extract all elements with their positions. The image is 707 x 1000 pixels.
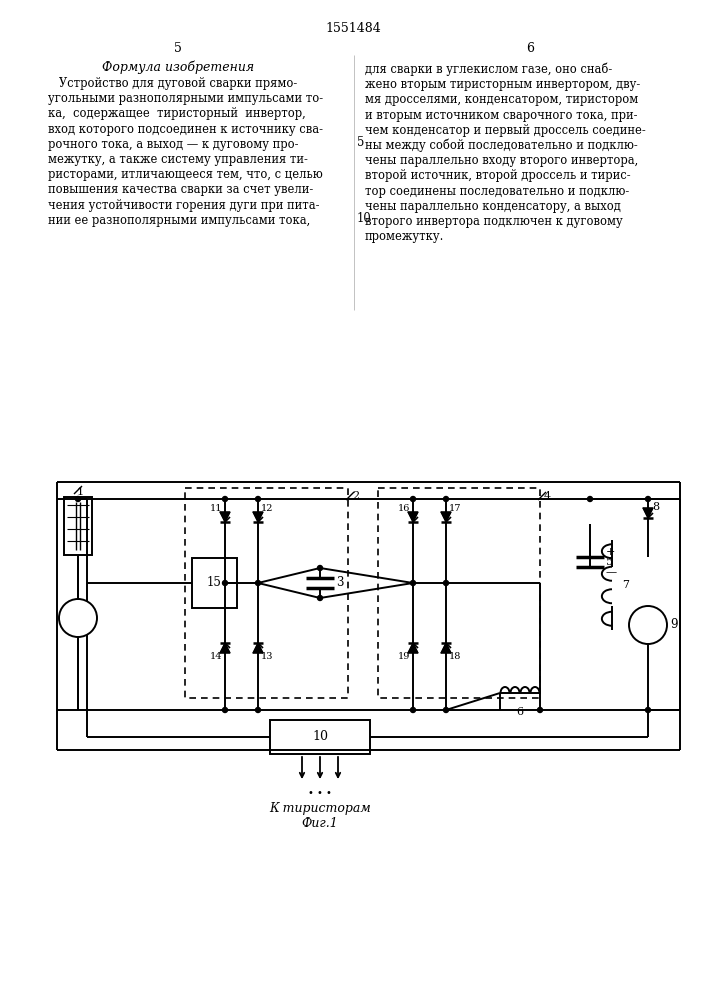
Text: 6: 6 bbox=[516, 707, 524, 717]
Text: повышения качества сварки за счет увели-: повышения качества сварки за счет увели- bbox=[48, 183, 313, 196]
Circle shape bbox=[255, 580, 260, 585]
Text: 2: 2 bbox=[352, 491, 359, 501]
Text: ристорами, итличающееся тем, что, с целью: ристорами, итличающееся тем, что, с цель… bbox=[48, 168, 323, 181]
Text: 10: 10 bbox=[312, 730, 328, 744]
Circle shape bbox=[223, 496, 228, 502]
Text: второго инвертора подключен к дуговому: второго инвертора подключен к дуговому bbox=[365, 215, 623, 228]
Text: нии ее разнополярными импульсами тока,: нии ее разнополярными импульсами тока, bbox=[48, 214, 310, 227]
Polygon shape bbox=[441, 643, 451, 653]
Polygon shape bbox=[408, 643, 418, 653]
FancyBboxPatch shape bbox=[64, 497, 92, 555]
Circle shape bbox=[645, 708, 650, 712]
Text: тор соединены последовательно и подклю-: тор соединены последовательно и подклю- bbox=[365, 185, 629, 198]
Text: 5: 5 bbox=[174, 42, 182, 55]
Text: 6: 6 bbox=[526, 42, 534, 55]
Text: рочного тока, а выход — к дуговому про-: рочного тока, а выход — к дуговому про- bbox=[48, 138, 298, 151]
Text: 1551484: 1551484 bbox=[325, 22, 381, 35]
Circle shape bbox=[255, 496, 260, 502]
Polygon shape bbox=[408, 512, 418, 522]
Circle shape bbox=[317, 566, 322, 570]
Text: 3: 3 bbox=[336, 576, 344, 589]
Text: чены параллельно входу второго инвертора,: чены параллельно входу второго инвертора… bbox=[365, 154, 638, 167]
Text: 5: 5 bbox=[357, 136, 364, 149]
Polygon shape bbox=[220, 512, 230, 522]
Text: Формула изобретения: Формула изобретения bbox=[102, 60, 254, 74]
Text: 18: 18 bbox=[449, 652, 462, 661]
FancyBboxPatch shape bbox=[270, 720, 370, 754]
Text: ны между собой последовательно и подклю-: ны между собой последовательно и подклю- bbox=[365, 139, 638, 152]
Text: 5: 5 bbox=[606, 557, 613, 567]
Text: К тиристорам: К тиристорам bbox=[269, 802, 371, 815]
Circle shape bbox=[443, 580, 448, 585]
Circle shape bbox=[255, 708, 260, 712]
Text: вход которого подсоединен к источнику сва-: вход которого подсоединен к источнику св… bbox=[48, 123, 323, 136]
Text: 10: 10 bbox=[357, 212, 372, 225]
Circle shape bbox=[443, 496, 448, 502]
Text: 17: 17 bbox=[449, 504, 462, 513]
Text: жено вторым тиристорным инвертором, дву-: жено вторым тиристорным инвертором, дву- bbox=[365, 78, 641, 91]
Circle shape bbox=[76, 496, 81, 502]
Text: 7: 7 bbox=[622, 580, 629, 590]
Text: Фиг.1: Фиг.1 bbox=[302, 817, 339, 830]
Circle shape bbox=[537, 708, 542, 712]
Circle shape bbox=[223, 708, 228, 712]
Text: 11: 11 bbox=[209, 504, 222, 513]
Text: межутку, а также систему управления ти-: межутку, а также систему управления ти- bbox=[48, 153, 308, 166]
Text: 14: 14 bbox=[209, 652, 222, 661]
Circle shape bbox=[411, 708, 416, 712]
Text: угольными разнополярными импульсами то-: угольными разнополярными импульсами то- bbox=[48, 92, 323, 105]
Circle shape bbox=[411, 580, 416, 585]
Text: Устройство для дуговой сварки прямо-: Устройство для дуговой сварки прямо- bbox=[48, 77, 297, 90]
Text: ка,  содержащее  тиристорный  инвертор,: ка, содержащее тиристорный инвертор, bbox=[48, 107, 305, 120]
Text: 4: 4 bbox=[544, 491, 551, 501]
Polygon shape bbox=[441, 512, 451, 522]
Text: 13: 13 bbox=[261, 652, 274, 661]
Text: 15: 15 bbox=[207, 576, 222, 589]
Circle shape bbox=[223, 580, 228, 585]
Text: промежутку.: промежутку. bbox=[365, 230, 445, 243]
Polygon shape bbox=[643, 508, 653, 518]
Polygon shape bbox=[220, 643, 230, 653]
Circle shape bbox=[411, 496, 416, 502]
Text: 12: 12 bbox=[261, 504, 274, 513]
Polygon shape bbox=[253, 512, 263, 522]
Circle shape bbox=[629, 606, 667, 644]
Circle shape bbox=[645, 496, 650, 502]
Polygon shape bbox=[253, 643, 263, 653]
Text: • • •: • • • bbox=[308, 788, 332, 798]
Text: и вторым источником сварочного тока, при-: и вторым источником сварочного тока, при… bbox=[365, 109, 638, 122]
Text: чены параллельно конденсатору, а выход: чены параллельно конденсатору, а выход bbox=[365, 200, 621, 213]
Text: чем конденсатор и первый дроссель соедине-: чем конденсатор и первый дроссель соедин… bbox=[365, 124, 645, 137]
Text: 19: 19 bbox=[397, 652, 410, 661]
Text: второй источник, второй дроссель и тирис-: второй источник, второй дроссель и тирис… bbox=[365, 169, 631, 182]
Circle shape bbox=[443, 708, 448, 712]
Circle shape bbox=[317, 595, 322, 600]
Circle shape bbox=[588, 496, 592, 502]
Text: 9: 9 bbox=[670, 618, 677, 632]
Text: мя дросселями, конденсатором, тиристором: мя дросселями, конденсатором, тиристором bbox=[365, 93, 638, 106]
Text: для сварки в углекислом газе, оно снаб-: для сварки в углекислом газе, оно снаб- bbox=[365, 63, 612, 77]
Text: 1: 1 bbox=[77, 487, 84, 497]
FancyBboxPatch shape bbox=[192, 558, 237, 608]
Text: +: + bbox=[606, 547, 615, 557]
Text: чения устойчивости горения дуги при пита-: чения устойчивости горения дуги при пита… bbox=[48, 199, 320, 212]
Text: 16: 16 bbox=[397, 504, 410, 513]
Text: —: — bbox=[606, 567, 617, 577]
Circle shape bbox=[59, 599, 97, 637]
Text: 8: 8 bbox=[652, 502, 659, 512]
